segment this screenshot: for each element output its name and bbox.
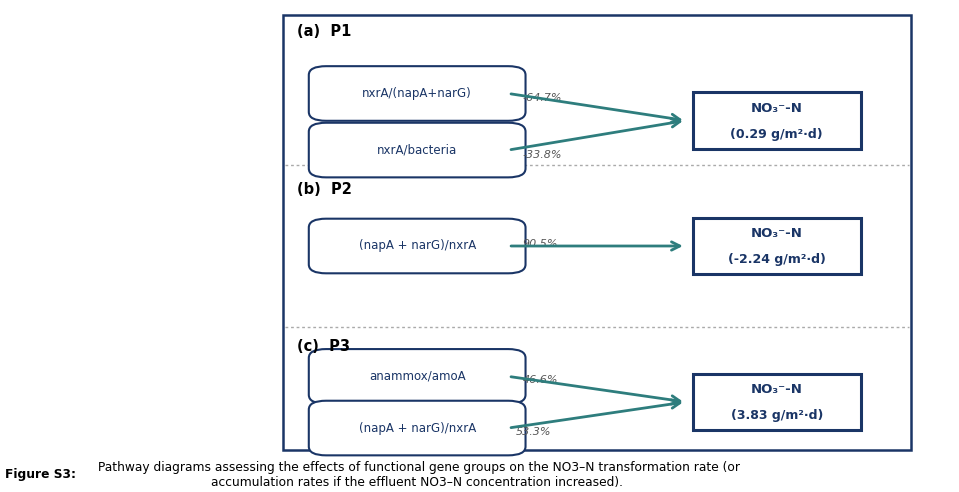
Text: 90.5%: 90.5%	[523, 239, 558, 248]
Text: -33.8%: -33.8%	[523, 150, 562, 160]
Text: (3.83 g/m²·d): (3.83 g/m²·d)	[731, 409, 823, 422]
Text: NO₃⁻-N: NO₃⁻-N	[751, 102, 803, 115]
FancyBboxPatch shape	[309, 66, 526, 121]
Text: Figure S3:: Figure S3:	[5, 468, 76, 481]
Text: anammox/amoA: anammox/amoA	[369, 370, 465, 383]
Text: (napA + narG)/nxrA: (napA + narG)/nxrA	[359, 240, 476, 252]
Text: -64.7%: -64.7%	[523, 93, 562, 103]
FancyBboxPatch shape	[309, 349, 526, 403]
FancyBboxPatch shape	[309, 123, 526, 178]
Text: 53.3%: 53.3%	[516, 427, 551, 437]
Text: (c)  P3: (c) P3	[297, 339, 350, 354]
FancyBboxPatch shape	[692, 92, 861, 149]
Text: NO₃⁻-N: NO₃⁻-N	[751, 227, 803, 240]
FancyBboxPatch shape	[309, 218, 526, 273]
Text: (napA + narG)/nxrA: (napA + narG)/nxrA	[359, 422, 476, 434]
Text: NO₃⁻-N: NO₃⁻-N	[751, 383, 803, 396]
Text: (a)  P1: (a) P1	[297, 25, 352, 39]
Text: (0.29 g/m²·d): (0.29 g/m²·d)	[731, 128, 823, 141]
Text: nxrA/bacteria: nxrA/bacteria	[377, 144, 457, 156]
Text: (b)  P2: (b) P2	[297, 182, 352, 197]
Text: nxrA/(napA+narG): nxrA/(napA+narG)	[363, 87, 472, 100]
FancyBboxPatch shape	[692, 374, 861, 430]
Text: (-2.24 g/m²·d): (-2.24 g/m²·d)	[728, 253, 826, 266]
FancyBboxPatch shape	[692, 217, 861, 274]
Text: Pathway diagrams assessing the effects of functional gene groups on the NO3–N tr: Pathway diagrams assessing the effects o…	[94, 461, 740, 489]
FancyBboxPatch shape	[283, 15, 911, 450]
FancyBboxPatch shape	[309, 400, 526, 456]
Text: 46.6%: 46.6%	[523, 375, 558, 385]
